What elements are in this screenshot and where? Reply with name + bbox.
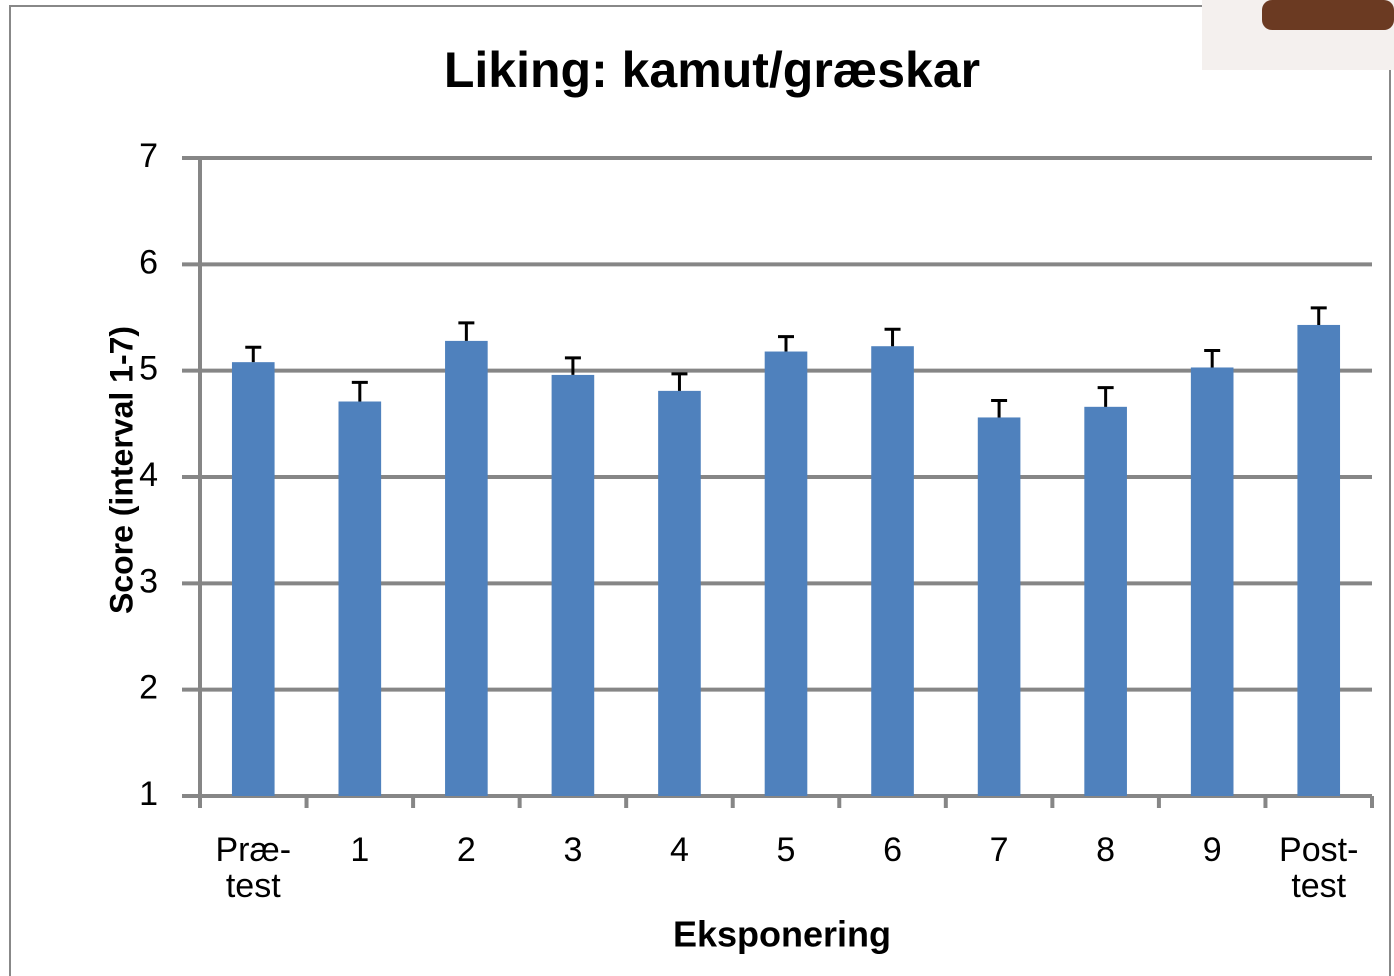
y-tick-label: 3 (139, 562, 158, 600)
bar (445, 340, 488, 796)
error-bar (778, 335, 794, 352)
y-tick-label: 2 (139, 669, 158, 707)
bar (551, 374, 595, 796)
x-tick-label: 1 (350, 831, 370, 869)
x-tick-label: 3 (563, 831, 583, 869)
error-bar (884, 327, 901, 347)
x-tick-label: 4 (669, 831, 689, 869)
bar (1190, 367, 1234, 796)
bar (871, 346, 914, 796)
x-tick-label: 5 (776, 831, 796, 869)
error-bar (351, 380, 368, 402)
y-tick-label: 6 (139, 243, 158, 281)
photo-food (1262, 0, 1394, 30)
x-tick-label: 9 (1202, 831, 1222, 869)
error-bar (1097, 386, 1114, 407)
error-bar (245, 345, 262, 363)
x-tick-label: 8 (1096, 831, 1116, 869)
bar (658, 390, 701, 796)
error-bar (564, 356, 581, 375)
bar (977, 417, 1021, 796)
bar (1297, 324, 1341, 796)
error-bar (1204, 348, 1221, 368)
error-bar (671, 372, 688, 391)
y-tick-label: 1 (139, 775, 158, 813)
bar (231, 362, 275, 796)
error-bar (458, 321, 475, 341)
chart-title: Liking: kamut/græskar (444, 42, 980, 98)
x-tick-label: 6 (883, 831, 902, 869)
x-tick-label: 2 (456, 831, 476, 869)
y-tick-label: 5 (139, 350, 158, 388)
error-bar (1310, 306, 1327, 325)
x-axis-label: Eksponering (673, 914, 891, 955)
bar (338, 401, 382, 796)
x-tick-label: 7 (989, 831, 1009, 869)
y-axis-label: Score (interval 1-7) (103, 326, 139, 614)
x-tick-label: Post-test (1279, 831, 1359, 905)
y-tick-label: 4 (139, 456, 158, 494)
bar (764, 351, 808, 796)
error-bar (991, 398, 1008, 418)
y-tick-label: 7 (139, 137, 158, 175)
bar (1084, 406, 1127, 796)
x-tick-label: Præ-test (215, 831, 292, 905)
